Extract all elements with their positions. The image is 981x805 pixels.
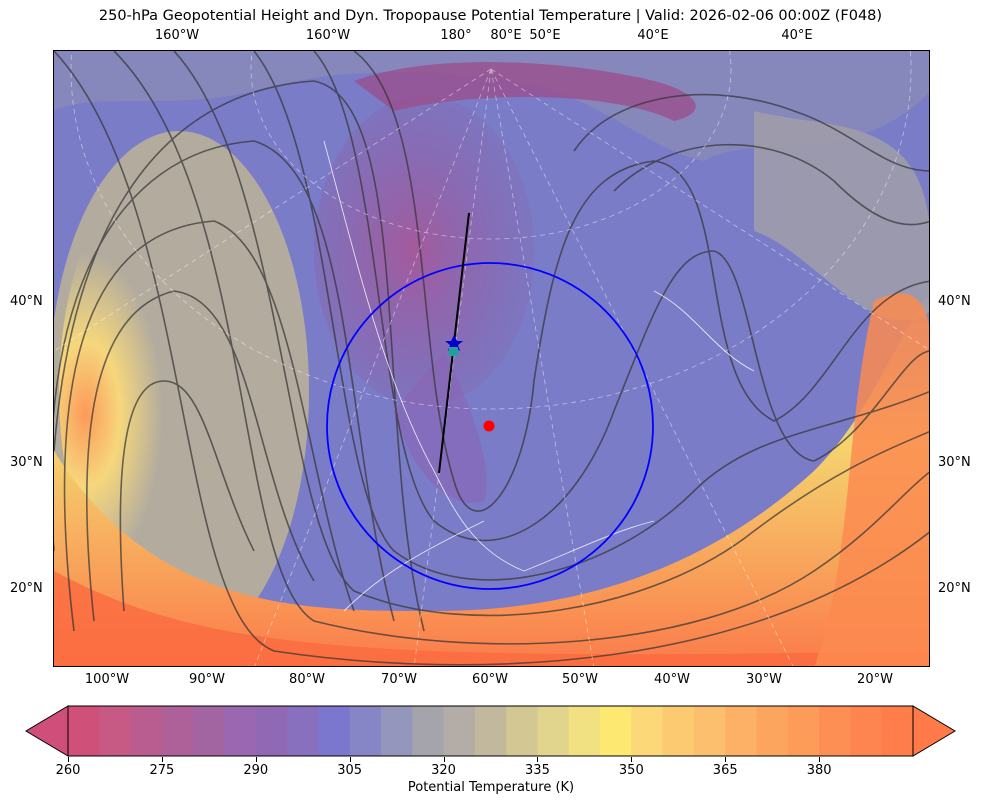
colorbar-frame [67,705,914,757]
top-lon-label: 180° [440,28,472,43]
colorbar-bin [193,706,225,756]
bottom-lon-label: 80°W [289,672,325,687]
colorbar-bin [349,706,382,756]
colorbar-tick [255,757,257,762]
colorbar-tick [349,757,351,762]
colorbar-tick [725,757,727,762]
colorbar-bin [255,706,288,756]
colorbar-bin [412,706,445,756]
bottom-lon-label: 20°W [857,672,893,687]
bottom-lon-label: 100°W [84,672,130,687]
colorbar-tick-label: 350 [618,763,644,778]
colorbar-bin [224,706,257,756]
bottom-lon-label: 70°W [381,672,417,687]
colorbar-tick-label: 260 [55,763,81,778]
colorbar-bin [318,706,351,756]
colorbar-bin [130,706,163,756]
colorbar-tick-label: 365 [712,763,738,778]
colorbar-bin [850,706,883,756]
bottom-lon-label: 60°W [472,672,508,687]
colorbar-bin [631,706,664,756]
colorbar-tick-label: 305 [337,763,363,778]
colorbar-bin [287,706,319,756]
left-lat-label: 40°N [10,294,43,309]
colorbar-extend-low [25,705,69,757]
colorbar-bin [662,706,695,756]
colorbar-tick-label: 290 [243,763,269,778]
colorbar-tick-label: 275 [149,763,175,778]
colorbar-bin [474,706,507,756]
left-lat-label: 20°N [10,581,43,596]
top-lon-label: 160°W [305,28,351,43]
top-lon-label: 40°E [637,28,669,43]
colorbar-bin [99,706,132,756]
colorbar-extend-high [912,705,956,757]
colorbar-tick [68,757,69,762]
colorbar-bin [568,706,601,756]
colorbar-tick-label: 320 [431,763,456,778]
right-lat-label: 20°N [938,581,971,596]
top-lon-label: 40°E [781,28,813,43]
colorbar-bin [725,706,758,756]
square-marker [449,347,458,356]
colorbar-bin [819,706,851,756]
radius-circle [326,262,654,590]
colorbar-tick [631,757,633,762]
colorbar-bin [443,706,476,756]
bottom-lon-label: 30°W [746,672,782,687]
colorbar-tick-label: 335 [525,763,550,778]
map-field [54,51,929,666]
colorbar-bin [380,706,413,756]
chart-title: 250-hPa Geopotential Height and Dyn. Tro… [98,8,883,24]
colorbar-bin [68,706,100,756]
colorbar-bin [537,706,570,756]
colorbar-bin [756,706,789,756]
colorbar-tick [819,757,821,762]
colorbar-tick [443,757,445,762]
colorbar-bin [693,706,726,756]
bottom-lon-label: 50°W [562,672,598,687]
map-panel [53,50,930,667]
top-lon-label: 80°E [490,28,522,43]
bottom-lon-label: 90°W [189,672,225,687]
center-dot-marker [483,420,495,432]
colorbar [25,705,956,757]
colorbar-bin [600,706,632,756]
left-lat-label: 30°N [10,455,43,470]
colorbar-tick [537,757,539,762]
right-lat-label: 30°N [938,455,971,470]
colorbar-bin [881,706,914,756]
colorbar-tick-label: 380 [806,763,832,778]
colorbar-bin [506,706,538,756]
right-lat-label: 40°N [938,294,971,309]
top-lon-label: 50°E [529,28,561,43]
colorbar-label: Potential Temperature (K) [407,780,575,795]
colorbar-bin [787,706,820,756]
colorbar-bin [161,706,194,756]
colorbar-tick [161,757,163,762]
bottom-lon-label: 40°W [654,672,690,687]
top-lon-label: 160°W [154,28,200,43]
